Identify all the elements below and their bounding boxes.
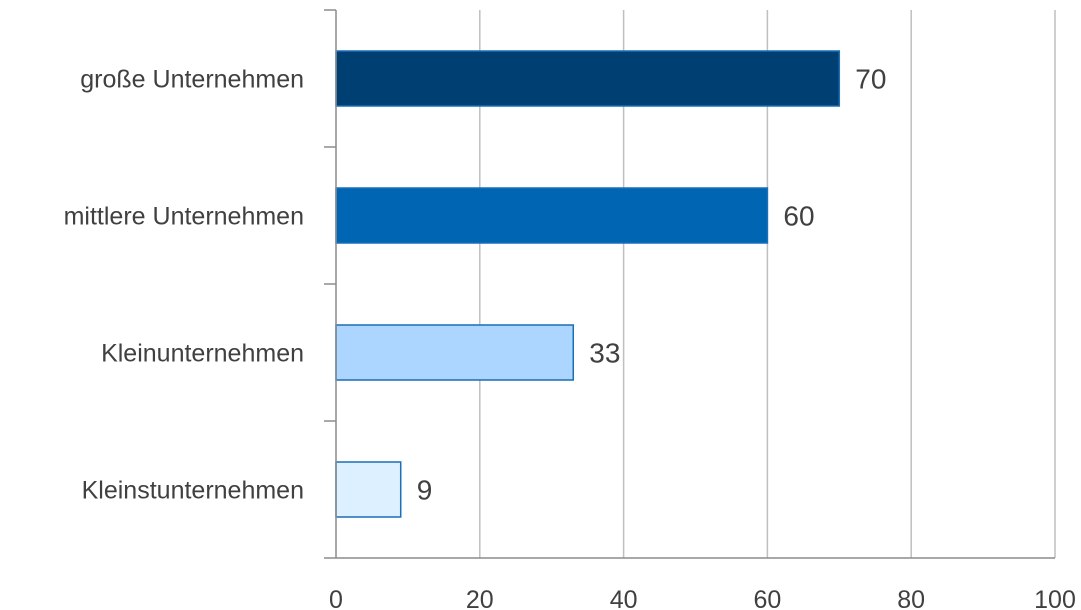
data-label: 33	[589, 338, 620, 369]
bar-3	[335, 461, 402, 518]
category-label: Kleinstunternehmen	[82, 477, 304, 505]
bar-1	[335, 187, 769, 244]
data-label: 9	[417, 475, 433, 506]
x-tick-label: 60	[753, 586, 781, 610]
labels: 0 20 40 60 80 100 große Unternehmen 70 mittlere …	[64, 64, 1076, 610]
x-tick-label: 40	[610, 586, 638, 610]
category-label: Kleinunternehmen	[101, 340, 304, 368]
bars	[335, 50, 841, 518]
x-tick-label: 80	[897, 586, 925, 610]
x-tick-label: 100	[1034, 586, 1076, 610]
x-tick-label: 0	[329, 586, 343, 610]
data-label: 60	[783, 201, 814, 232]
category-label: mittlere Unternehmen	[64, 203, 304, 231]
data-label: 70	[855, 64, 886, 95]
category-label: große Unternehmen	[80, 66, 304, 94]
x-tick-label: 20	[466, 586, 494, 610]
bar-0	[335, 50, 841, 107]
axes	[324, 9, 1055, 559]
bar-2	[335, 324, 575, 381]
